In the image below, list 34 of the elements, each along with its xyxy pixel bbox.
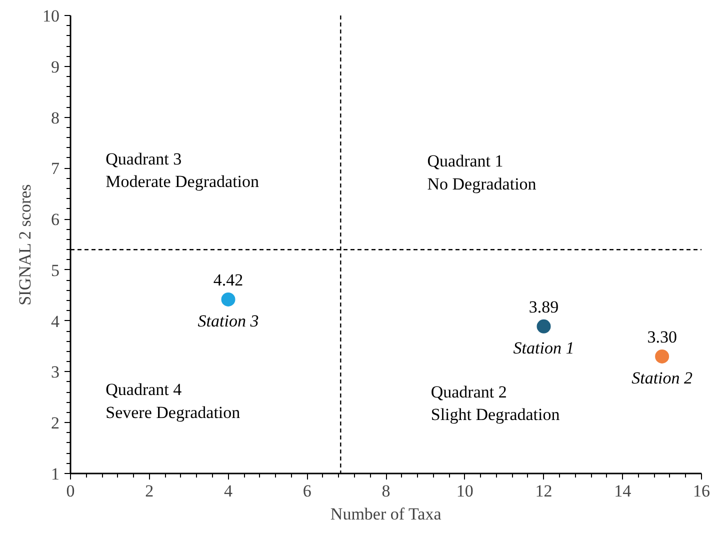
y-axis-title: SIGNAL 2 scores — [16, 184, 34, 306]
y-tick-label: 2 — [51, 414, 60, 433]
y-tick-label: 5 — [51, 260, 60, 280]
x-tick-label: 2 — [145, 482, 154, 500]
y-tick-label: 8 — [51, 108, 60, 128]
series-label: Station 1 — [513, 338, 574, 358]
y-tick-label: 10 — [42, 6, 60, 26]
annotation: Quadrant 3 Moderate Degradation — [106, 149, 260, 192]
annotation: Quadrant 1 No Degradation — [427, 152, 537, 194]
annotation: Quadrant 4 Severe Degradation — [106, 380, 241, 422]
point — [655, 349, 670, 364]
y-tick-label: 7 — [51, 159, 60, 178]
data-label: 4.42 — [213, 270, 244, 290]
y-tick-label: 3 — [51, 362, 60, 382]
y-tick-label: 4 — [51, 312, 60, 331]
point — [221, 292, 236, 306]
y-tick-label: 1 — [51, 464, 60, 484]
series-label: Station 2 — [632, 368, 694, 388]
x-tick-label: 8 — [382, 482, 390, 500]
data-label: 3.30 — [647, 327, 677, 346]
x-tick-label: 14 — [614, 482, 632, 500]
x-tick-label: 4 — [224, 482, 233, 500]
annotation: Quadrant 2 Slight Degradation — [430, 382, 560, 424]
y-tick-label: 6 — [51, 210, 60, 230]
series-label: Station 3 — [198, 311, 259, 330]
x-axis-title: Number of Taxa — [330, 504, 442, 524]
x-tick-label: 10 — [456, 482, 474, 500]
data-label: 3.89 — [528, 297, 559, 316]
point — [536, 319, 551, 334]
x-tick-label: 16 — [693, 482, 710, 500]
x-tick-label: 0 — [66, 482, 75, 500]
x-tick-label: 12 — [535, 482, 552, 500]
x-tick-label: 6 — [302, 482, 312, 500]
y-tick-label: 9 — [51, 57, 60, 76]
